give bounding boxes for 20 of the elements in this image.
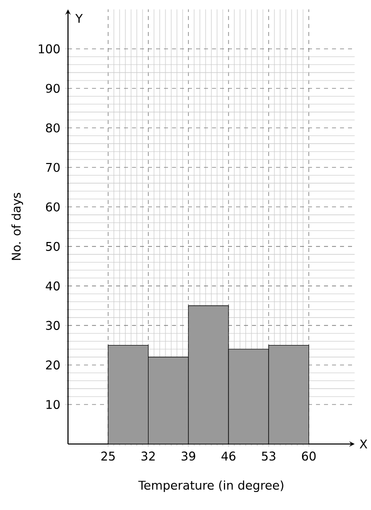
x-tick-label: 32: [142, 452, 155, 461]
annotation: Y: [75, 14, 83, 23]
y-axis-title: No. of days: [11, 192, 24, 260]
x-tick-label: 46: [221, 452, 236, 461]
y-tick-label: 100: [38, 44, 60, 54]
x-tick-label: 25: [101, 452, 115, 461]
y-tick-label: 10: [46, 400, 60, 410]
x-tick-label: 53: [262, 452, 276, 461]
text: X: [360, 440, 368, 448]
x-tick-label: 39: [182, 452, 196, 461]
y-tick-label: 50: [46, 242, 60, 251]
x-tick-label: 60: [302, 452, 316, 461]
y-tick-label: 40: [46, 281, 60, 290]
x-axis-title: Temperature (in degree): [138, 480, 284, 492]
y-tick-label: 60: [46, 202, 60, 212]
y-tick-label: 90: [46, 84, 60, 93]
y-tick-label: 70: [46, 162, 60, 172]
y-tick-label: 20: [46, 360, 60, 370]
y-tick-label: 80: [46, 123, 60, 132]
y-tick-label: 30: [46, 320, 60, 330]
